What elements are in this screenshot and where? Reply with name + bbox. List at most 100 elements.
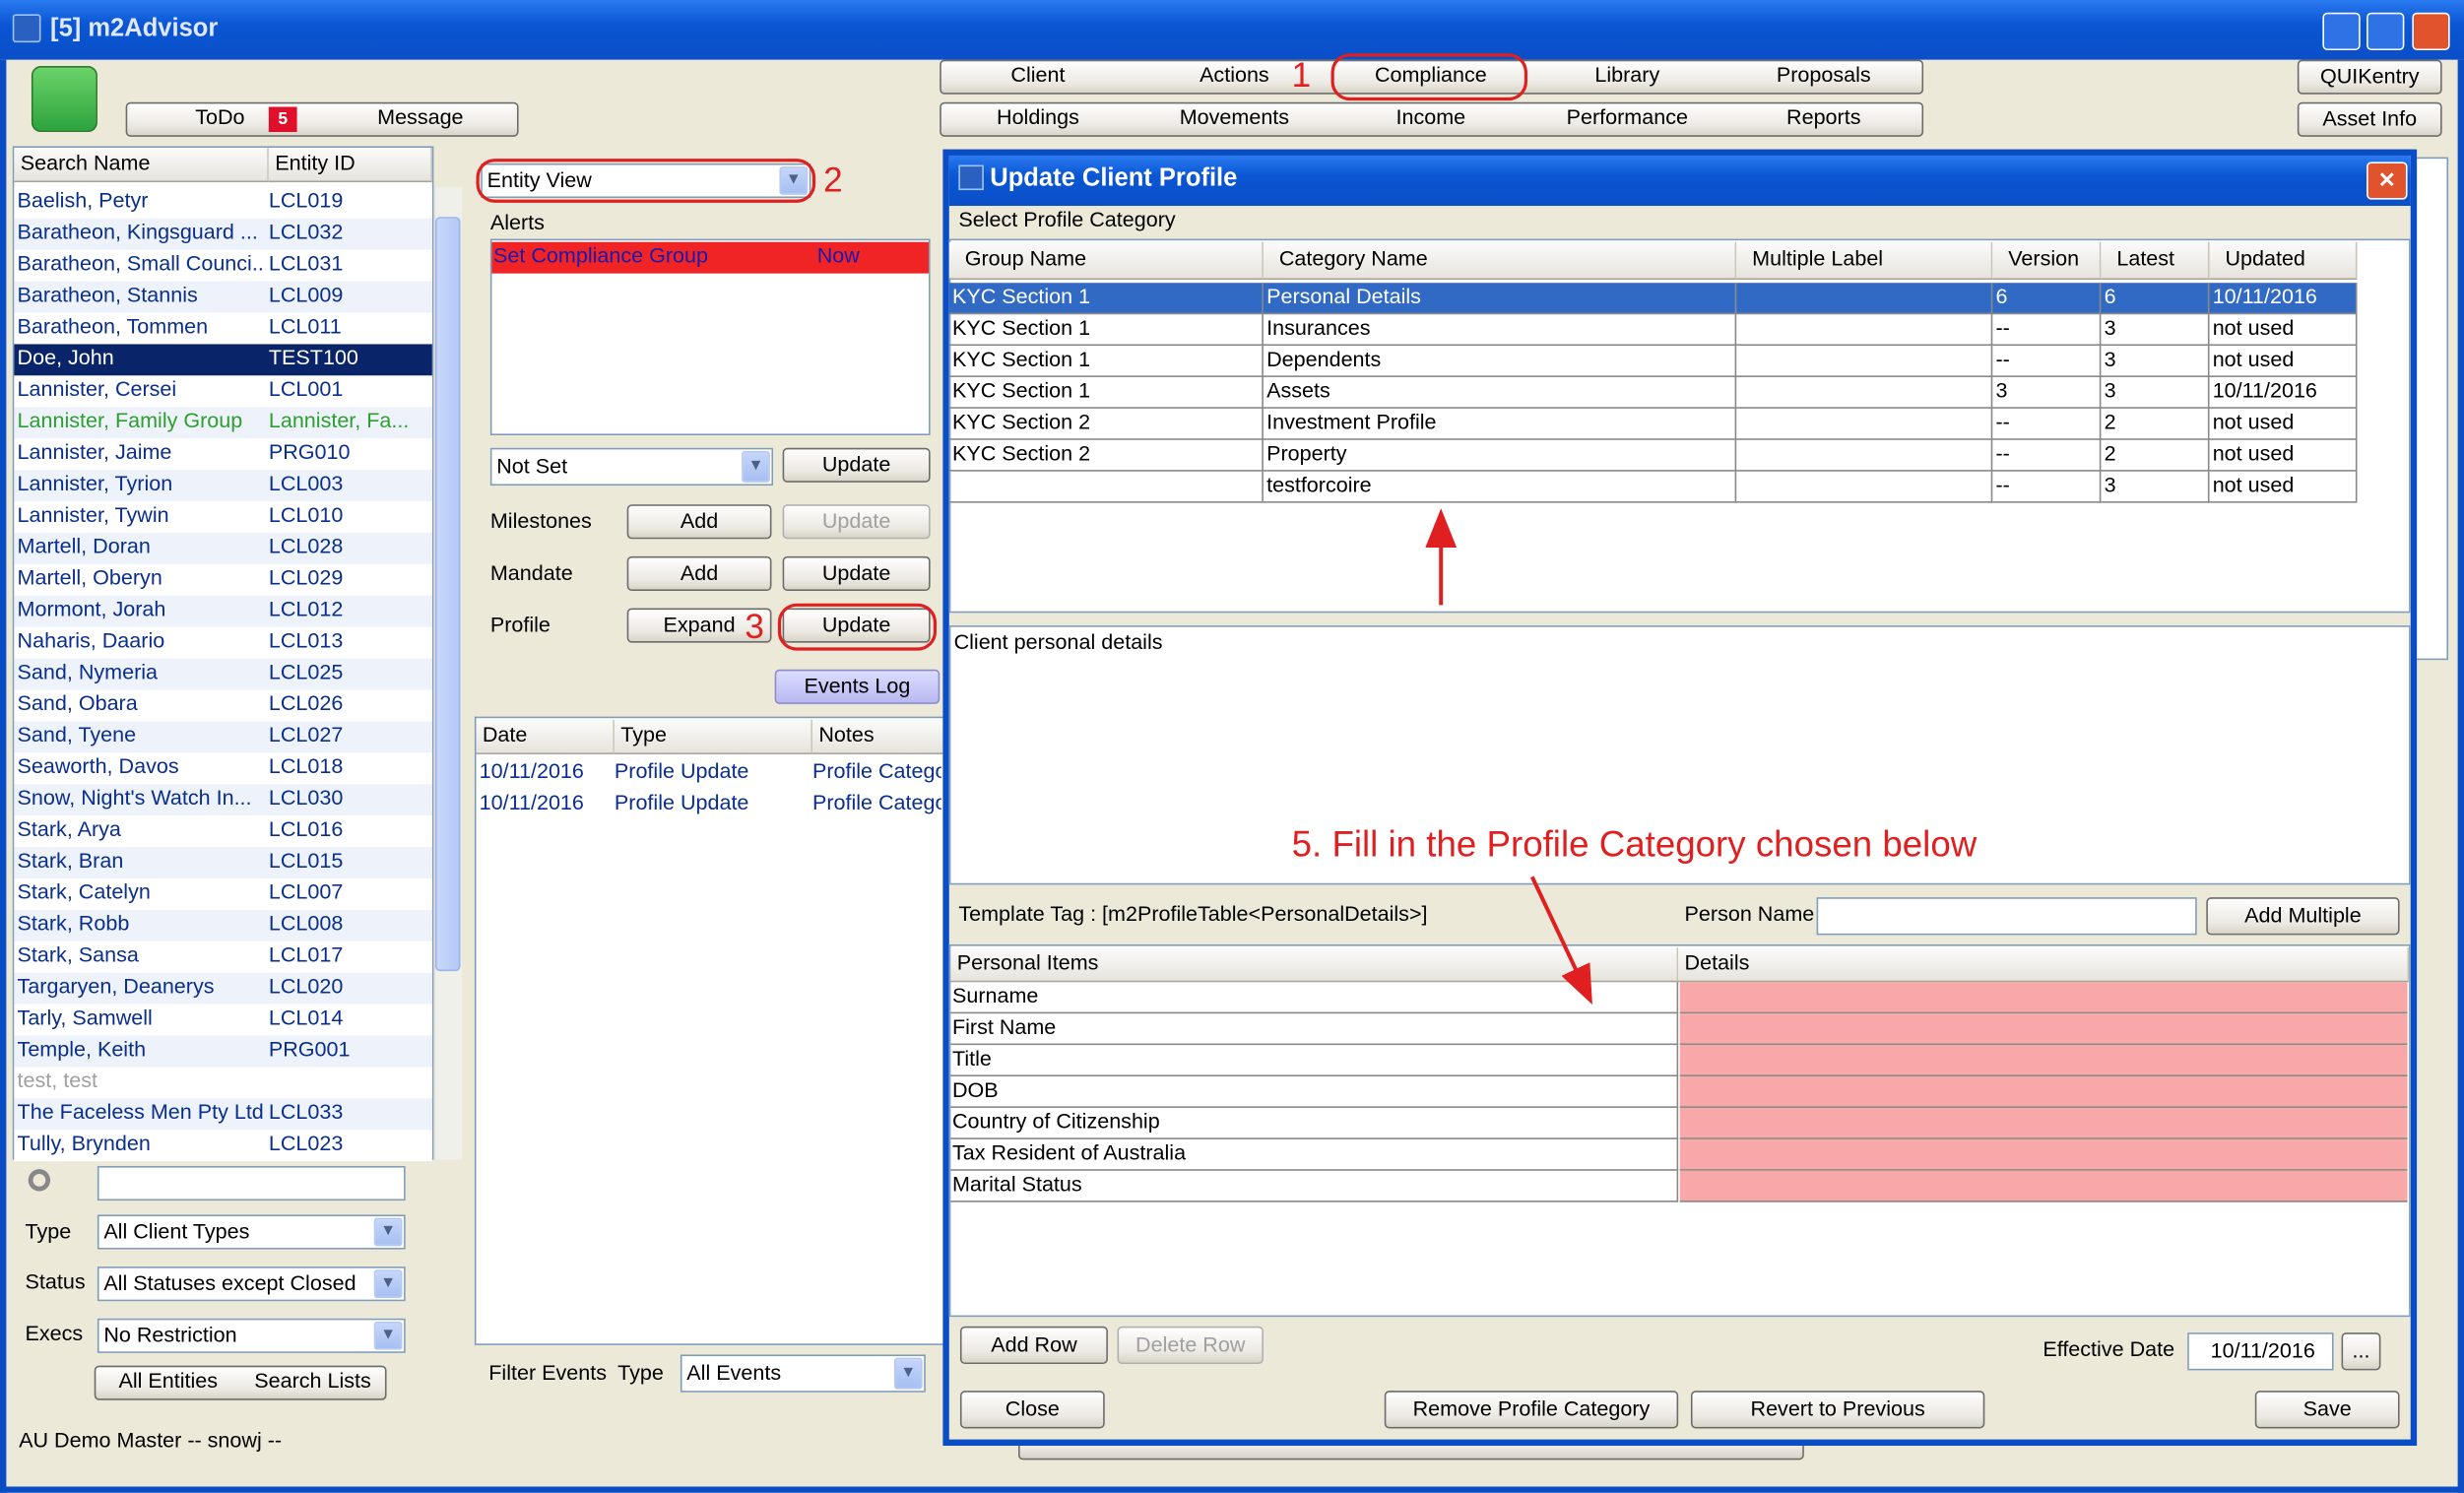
- search-lists[interactable]: Search Lists: [254, 1368, 371, 1393]
- client-name[interactable]: Stark, Catelyn: [17, 879, 151, 904]
- client-name[interactable]: Doe, John: [17, 346, 114, 369]
- list-header[interactable]: Search Name: [14, 147, 269, 183]
- category-cell[interactable]: Assets: [1263, 376, 1737, 409]
- item-label[interactable]: Marital Status: [950, 1170, 1679, 1202]
- remove-button[interactable]: Remove Profile Category: [1384, 1391, 1679, 1429]
- client-id[interactable]: LCL010: [268, 502, 344, 527]
- event-cell[interactable]: Profile Catego: [811, 758, 941, 783]
- client-name[interactable]: Sand, Obara: [17, 691, 138, 716]
- client-name[interactable]: Lannister, Family Group: [17, 408, 243, 432]
- category-cell[interactable]: 2: [2101, 408, 2210, 440]
- client-id[interactable]: LCL012: [268, 597, 344, 621]
- nav-tab[interactable]: Holdings: [997, 104, 1079, 129]
- combo-arrow[interactable]: ▼: [742, 450, 770, 483]
- client-row[interactable]: [14, 658, 432, 690]
- category-cell[interactable]: --: [1992, 408, 2102, 440]
- item-detail[interactable]: [1679, 1170, 2408, 1202]
- client-row[interactable]: [14, 532, 432, 564]
- nav-tab[interactable]: Client: [1010, 62, 1066, 87]
- item-detail[interactable]: [1679, 982, 2408, 1014]
- item-label[interactable]: Tax Resident of Australia: [950, 1138, 1679, 1171]
- client-row[interactable]: [14, 281, 432, 313]
- nav-tab[interactable]: Income: [1395, 104, 1466, 129]
- client-row[interactable]: [14, 626, 432, 659]
- client-id[interactable]: LCL008: [268, 911, 344, 936]
- category-cell[interactable]: 3: [1992, 376, 2102, 409]
- client-name[interactable]: Snow, Night's Watch In...: [17, 785, 252, 810]
- client-id[interactable]: PRG001: [268, 1037, 351, 1062]
- category-cell[interactable]: Personal Details: [1263, 283, 1737, 315]
- execs-combo[interactable]: No Restriction: [97, 1318, 406, 1353]
- home-button[interactable]: [31, 66, 97, 133]
- category-cell[interactable]: 6: [2101, 283, 2210, 315]
- revert-button[interactable]: Revert to Previous: [1690, 1391, 1985, 1429]
- client-name[interactable]: Lannister, Tywin: [17, 502, 169, 527]
- client-id[interactable]: LCL017: [268, 942, 344, 967]
- category-cell[interactable]: not used: [2209, 439, 2358, 472]
- client-id[interactable]: LCL016: [268, 816, 344, 841]
- category-cell[interactable]: [1736, 376, 1993, 409]
- client-name[interactable]: Baratheon, Kingsguard ...: [17, 220, 258, 244]
- client-id[interactable]: Lannister, Fa...: [268, 408, 410, 432]
- client-id[interactable]: LCL011: [268, 314, 342, 339]
- client-row[interactable]: [14, 344, 432, 376]
- client-row[interactable]: [14, 1067, 432, 1099]
- client-name[interactable]: Stark, Sansa: [17, 942, 139, 967]
- window-control[interactable]: [2412, 12, 2450, 51]
- add-button[interactable]: Add: [626, 555, 772, 591]
- events-header[interactable]: Notes: [811, 719, 946, 754]
- client-id[interactable]: TEST100: [268, 346, 358, 369]
- filter-combo[interactable]: All Events: [680, 1354, 926, 1393]
- person-name-input[interactable]: [1816, 897, 2197, 936]
- client-name[interactable]: Baratheon, Small Counci...: [17, 251, 266, 276]
- client-id[interactable]: LCL007: [268, 879, 344, 904]
- date-picker-button[interactable]: ...: [2341, 1332, 2381, 1371]
- client-name[interactable]: Mormont, Jorah: [17, 597, 166, 621]
- item-label[interactable]: Title: [950, 1045, 1679, 1077]
- list-header[interactable]: Entity ID: [268, 147, 432, 183]
- client-row[interactable]: [14, 1004, 432, 1036]
- category-cell[interactable]: [1736, 408, 1993, 440]
- category-cell[interactable]: 3: [2101, 376, 2210, 409]
- category-cell[interactable]: not used: [2209, 471, 2358, 503]
- category-cell[interactable]: KYC Section 1: [948, 376, 1264, 409]
- alert-text[interactable]: Set Compliance Group: [493, 243, 708, 268]
- client-row[interactable]: [14, 909, 432, 941]
- client-name[interactable]: Sand, Tyene: [17, 723, 137, 746]
- event-cell[interactable]: Profile Catego: [811, 790, 941, 814]
- status-combo[interactable]: All Statuses except Closed: [97, 1266, 406, 1302]
- event-cell[interactable]: 10/11/2016: [479, 790, 584, 814]
- item-label[interactable]: Country of Citizenship: [950, 1107, 1679, 1139]
- client-id[interactable]: LCL013: [268, 628, 344, 653]
- client-row[interactable]: [14, 721, 432, 753]
- add-button[interactable]: Add: [626, 504, 772, 540]
- category-cell[interactable]: --: [1992, 346, 2102, 377]
- update-button[interactable]: Update: [782, 608, 931, 643]
- client-id[interactable]: LCL003: [268, 471, 344, 495]
- combo-arrow[interactable]: ▼: [373, 1269, 403, 1299]
- client-id[interactable]: LCL028: [268, 534, 344, 558]
- client-row[interactable]: [14, 595, 432, 627]
- client-name[interactable]: Tarly, Samwell: [17, 1006, 153, 1030]
- category-cell[interactable]: --: [1992, 314, 2102, 347]
- client-row[interactable]: [14, 689, 432, 722]
- client-row[interactable]: [14, 847, 432, 878]
- client-id[interactable]: LCL019: [268, 188, 344, 213]
- category-cell[interactable]: Dependents: [1263, 346, 1737, 377]
- client-id[interactable]: LCL001: [268, 376, 344, 401]
- client-name[interactable]: Lannister, Tyrion: [17, 471, 173, 495]
- nav-tab[interactable]: Movements: [1179, 104, 1290, 129]
- category-cell[interactable]: not used: [2209, 346, 2358, 377]
- category-cell[interactable]: --: [1992, 471, 2102, 503]
- dialog-close[interactable]: ✕: [2367, 162, 2408, 200]
- client-name[interactable]: Stark, Arya: [17, 816, 121, 841]
- client-id[interactable]: PRG010: [268, 439, 351, 464]
- nav-right-button[interactable]: Asset Info: [2297, 101, 2442, 137]
- category-cell[interactable]: KYC Section 1: [948, 283, 1264, 315]
- nav-tab[interactable]: Actions: [1200, 62, 1269, 87]
- category-cell[interactable]: --: [1992, 439, 2102, 472]
- client-id[interactable]: LCL032: [268, 220, 344, 244]
- category-header[interactable]: Multiple Label: [1736, 241, 1993, 281]
- category-header[interactable]: Group Name: [948, 241, 1264, 281]
- nav-tab[interactable]: Proposals: [1776, 62, 1871, 87]
